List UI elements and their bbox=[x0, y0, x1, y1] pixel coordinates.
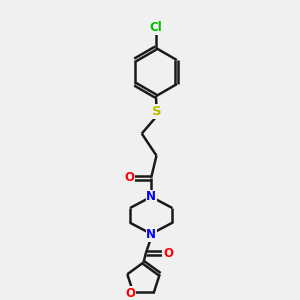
Text: N: N bbox=[146, 190, 156, 203]
Text: O: O bbox=[125, 287, 135, 300]
Text: S: S bbox=[152, 105, 161, 118]
Text: O: O bbox=[163, 247, 173, 260]
Text: O: O bbox=[124, 171, 134, 184]
Text: Cl: Cl bbox=[149, 22, 162, 34]
Text: N: N bbox=[146, 228, 156, 241]
